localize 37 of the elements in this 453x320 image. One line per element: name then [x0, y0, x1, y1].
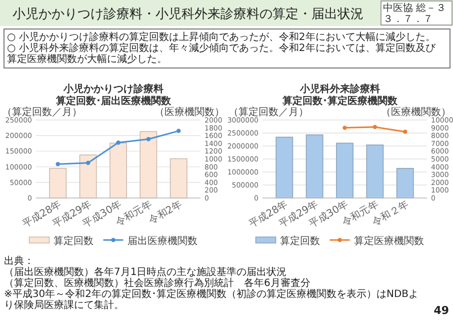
text: （算定回数、医療機関数）社会医療診療行為別統計 各年6月審査分	[4, 277, 310, 289]
text: 小児かかりつけ診療料・小児科外来診療料の算定・届出状況	[12, 7, 364, 22]
y2-axis-title: （医療機関数）	[381, 106, 451, 118]
point	[146, 137, 151, 142]
text: （届出医療機関数）各年7月1日時点の主な施設基準の届出状況	[4, 266, 287, 278]
legend-label: 届出医療機関数	[127, 235, 198, 247]
y2-axis-title: （医療機関数）	[154, 106, 224, 118]
text: 49	[434, 304, 449, 317]
text: 中医協 総－３	[383, 2, 446, 14]
y-axis-title: （算定回数／月）	[228, 106, 308, 118]
legend-label: 算定医療機関数	[354, 235, 424, 247]
bar	[110, 142, 127, 198]
point	[176, 128, 181, 134]
point	[86, 160, 90, 166]
chart-title: 小児科外来診療料	[298, 83, 380, 95]
point	[116, 140, 120, 145]
chart-title: 小児かかりつけ診療料	[62, 83, 164, 95]
bar	[276, 136, 294, 198]
bar	[49, 168, 67, 198]
text: ○ 小児かかりつけ診療料の算定回数は上昇傾向であったが、令和2年において大幅に減少した。	[7, 31, 436, 43]
text: ※平成30年～令和2年の算定回数･算定医療機関数（初診の算定医療機関数を表示）はNDBより保険局医療課にて集計。	[4, 288, 419, 311]
bar	[336, 142, 354, 198]
legend-label: 算定回数	[280, 235, 320, 247]
chart-subtitle: 算定回数･算定医療機関数	[281, 95, 398, 107]
bar	[170, 158, 188, 198]
source-note: 出典：	[4, 255, 34, 267]
chart-subtitle: 算定回数･届出医療機関数	[54, 95, 172, 107]
y-axis-title: （算定回数／月）	[2, 106, 82, 118]
legend-label: 算定回数	[53, 235, 94, 247]
bar	[396, 168, 414, 198]
bar	[79, 154, 97, 198]
bar	[306, 134, 324, 198]
text: ３．７．７	[383, 14, 433, 25]
point	[56, 162, 60, 166]
text: ○ 小児科外来診療料の算定回数は、年々減少傾向であった。令和2年においては、算定回数及び算定医療機関数が大幅に減少した。	[7, 42, 436, 65]
bar	[140, 131, 158, 198]
bar	[366, 144, 384, 198]
